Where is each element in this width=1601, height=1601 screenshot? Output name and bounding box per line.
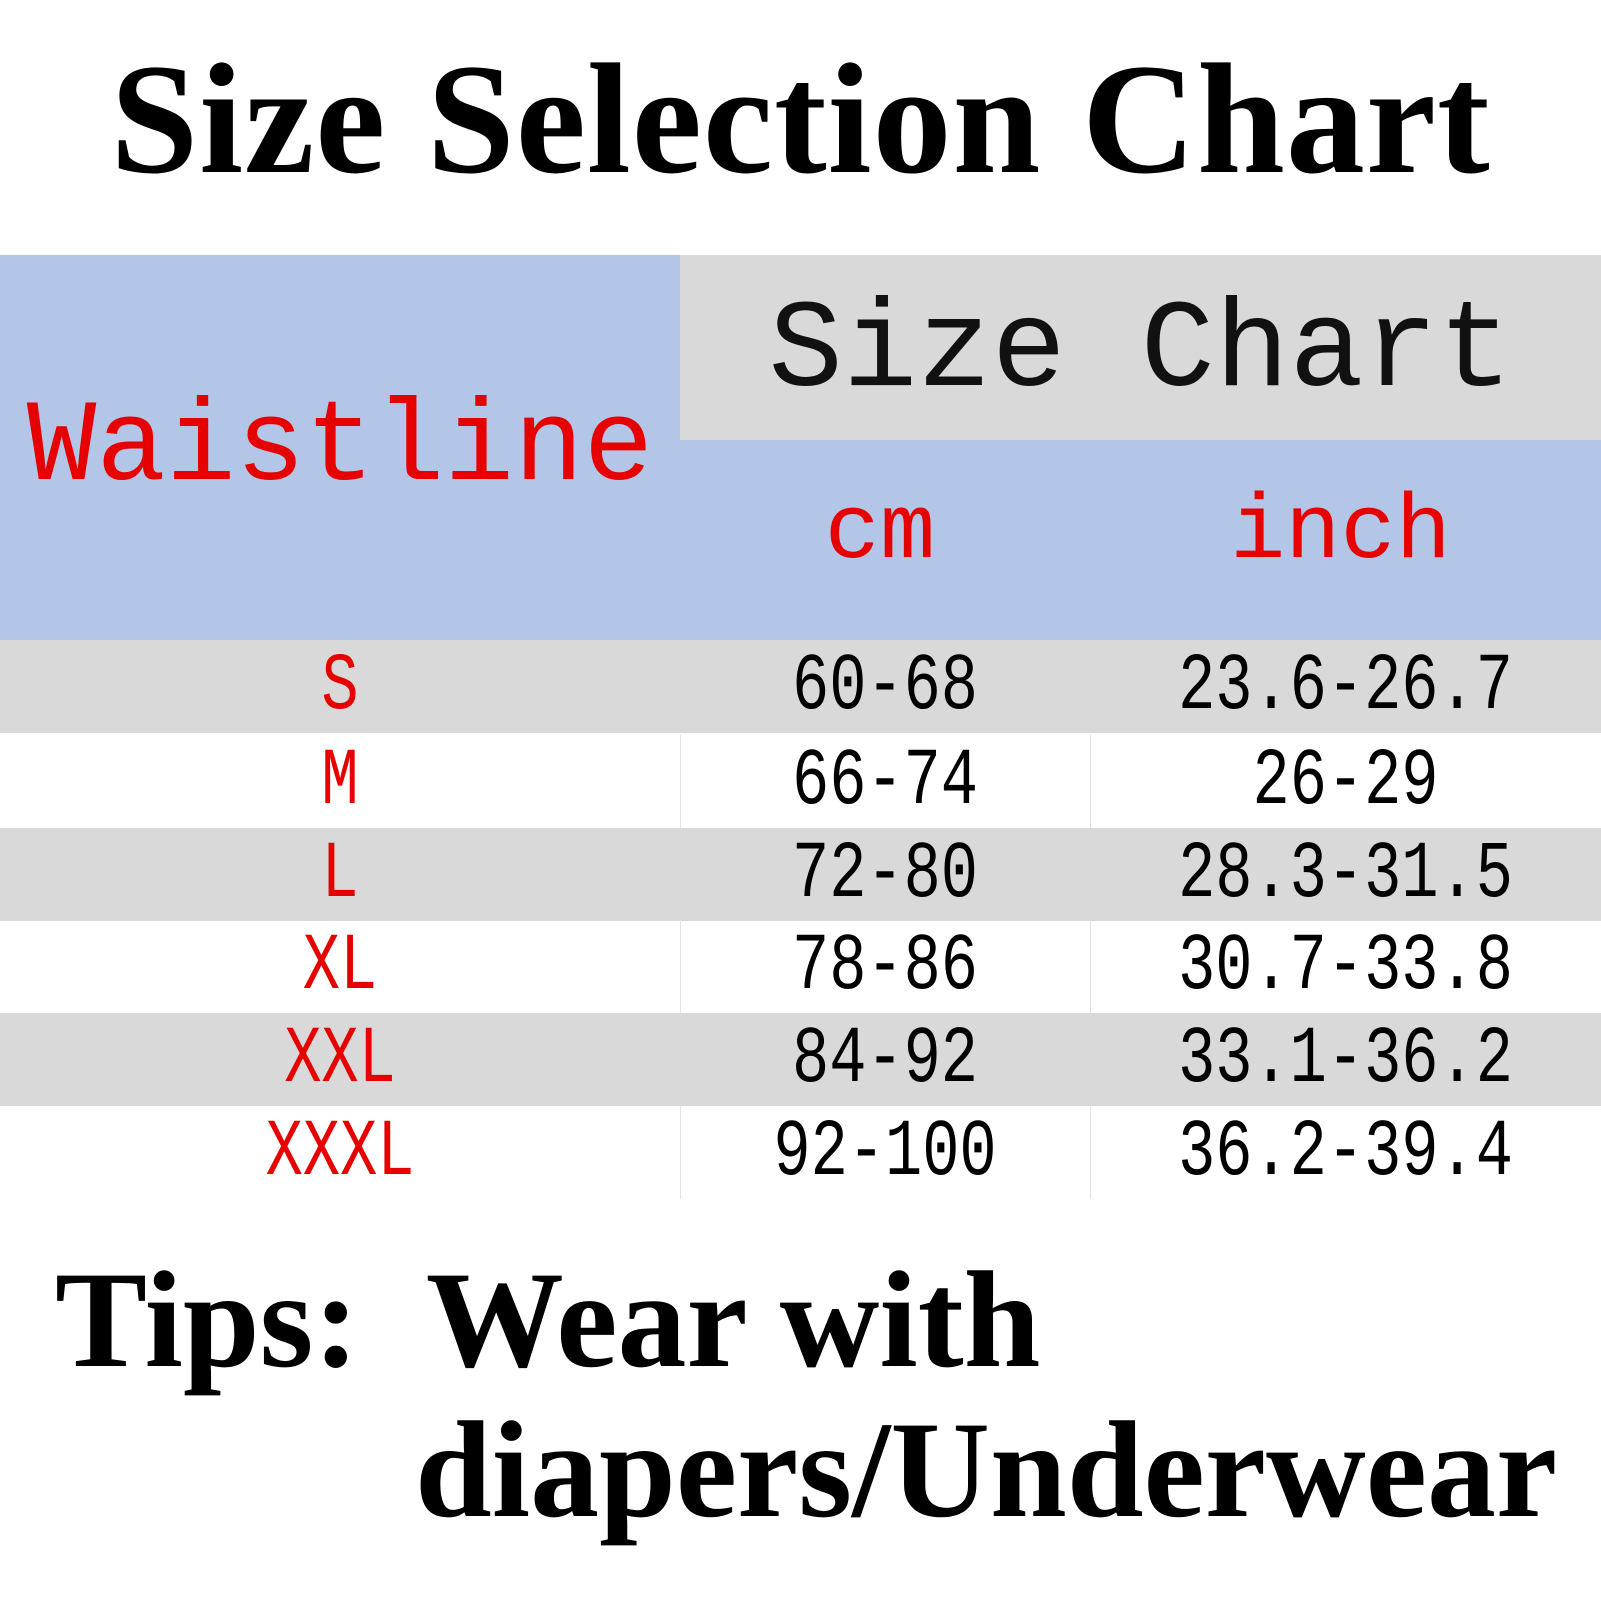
unit-header-row: cm inch <box>680 440 1601 640</box>
page-title: Size Selection Chart <box>110 32 1491 207</box>
cm-cell: 84-92 <box>680 1013 1090 1106</box>
table-row: L 72-80 28.3-31.5 <box>0 828 1601 921</box>
size-cell: M <box>0 735 680 828</box>
inch-cell: 23.6-26.7 <box>1090 640 1601 733</box>
inch-cell: 26-29 <box>1090 735 1601 828</box>
cm-cell-text: 84-92 <box>791 1013 979 1106</box>
column-divider <box>680 920 681 1013</box>
size-cell: XXL <box>0 1013 680 1106</box>
size-cell: XL <box>0 920 680 1013</box>
size-cell-text: XL <box>302 920 378 1013</box>
column-divider <box>680 735 681 828</box>
table-row: S 60-68 23.6-26.7 <box>0 640 1601 733</box>
inch-cell: 30.7-33.8 <box>1090 920 1601 1013</box>
inch-cell: 33.1-36.2 <box>1090 1013 1601 1106</box>
waistline-label: Waistline <box>26 381 654 514</box>
cm-cell-text: 60-68 <box>791 640 979 733</box>
size-cell-text: XXL <box>284 1013 396 1106</box>
unit-inch: inch <box>1230 480 1451 585</box>
column-divider <box>1090 735 1091 828</box>
cm-cell: 92-100 <box>680 1106 1090 1199</box>
tips-text-1: Wear with <box>425 1243 1041 1396</box>
size-cell-text: XXXL <box>265 1106 415 1199</box>
cm-cell: 72-80 <box>680 828 1090 921</box>
cm-cell-text: 92-100 <box>773 1106 997 1199</box>
cm-cell: 66-74 <box>680 735 1090 828</box>
size-cell-text: M <box>321 735 359 828</box>
table-row: XXXL 92-100 36.2-39.4 <box>0 1106 1601 1199</box>
inch-cell-text: 36.2-39.4 <box>1178 1106 1513 1199</box>
size-cell-text: L <box>321 828 359 921</box>
table-row: M 66-74 26-29 <box>0 735 1601 828</box>
size-chart-label: Size Chart <box>768 282 1513 423</box>
size-cell: L <box>0 828 680 921</box>
inch-cell-text: 30.7-33.8 <box>1178 920 1513 1013</box>
waistline-header: Waistline <box>0 255 680 640</box>
cm-cell: 60-68 <box>680 640 1090 733</box>
size-cell: XXXL <box>0 1106 680 1199</box>
cm-cell: 78-86 <box>680 920 1090 1013</box>
inch-cell-text: 26-29 <box>1252 735 1439 828</box>
column-divider <box>680 1106 681 1199</box>
tips-label: Tips: <box>55 1243 360 1396</box>
size-cell-text: S <box>321 640 359 733</box>
table-row: XXL 84-92 33.1-36.2 <box>0 1013 1601 1106</box>
table-row: XL 78-86 30.7-33.8 <box>0 920 1601 1013</box>
inch-cell: 28.3-31.5 <box>1090 828 1601 921</box>
column-divider <box>1090 1106 1091 1199</box>
column-divider <box>1090 920 1091 1013</box>
size-cell: S <box>0 640 680 733</box>
cm-cell-text: 72-80 <box>791 828 979 921</box>
cm-cell-text: 78-86 <box>791 920 979 1013</box>
inch-cell: 36.2-39.4 <box>1090 1106 1601 1199</box>
inch-cell-text: 33.1-36.2 <box>1178 1013 1513 1106</box>
unit-cm: cm <box>824 480 936 585</box>
inch-cell-text: 28.3-31.5 <box>1178 828 1513 921</box>
tips-line-2: diapers/Underwear <box>415 1393 1558 1546</box>
tips-line-1: Tips: Wear with <box>55 1250 1040 1390</box>
cm-cell-text: 66-74 <box>791 735 979 828</box>
size-chart-header: Size Chart <box>680 255 1601 440</box>
inch-cell-text: 23.6-26.7 <box>1178 640 1513 733</box>
